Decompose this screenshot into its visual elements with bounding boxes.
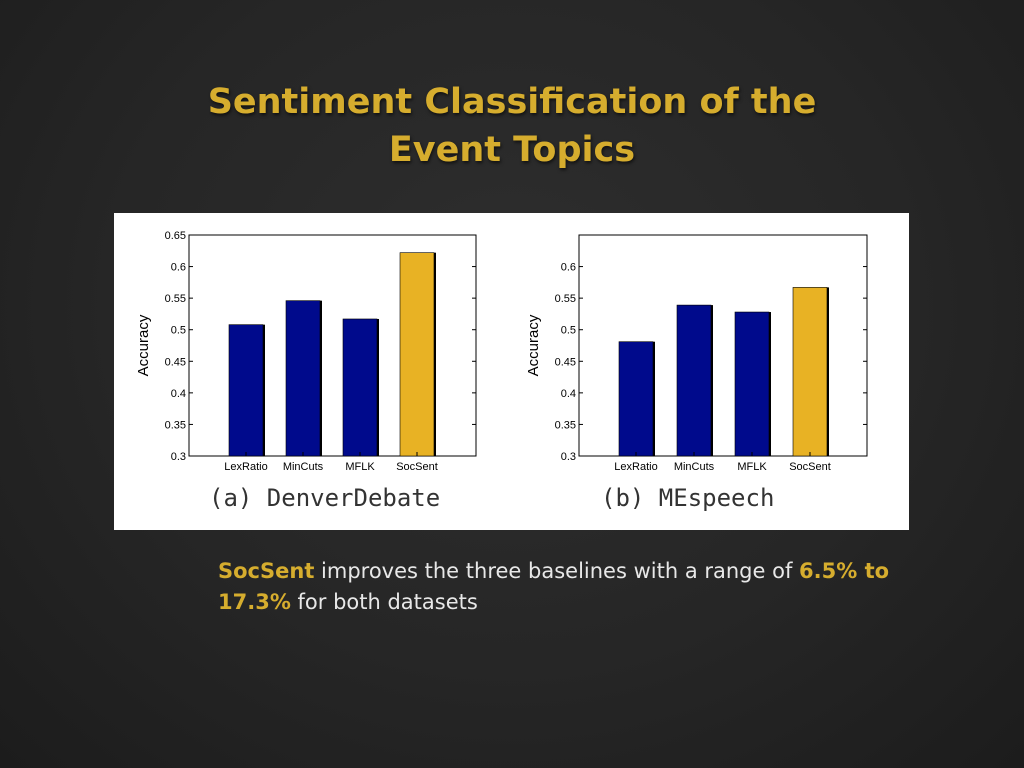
y-axis-label: Accuracy [525,314,542,376]
y-axis-label: Accuracy [135,314,152,376]
summary-range: 6.5% to 17.3% [218,559,890,614]
y-tick-label: 0.55 [555,293,576,305]
bar-mflk [342,318,378,457]
y-tick-label: 0.6 [171,262,186,274]
y-tick-label: 0.5 [171,325,186,337]
bar-lexratio [228,324,264,457]
x-tick-label: LexRatio [224,461,267,473]
y-tick-label: 0.35 [555,419,576,431]
x-tick-label: MinCuts [283,461,324,473]
chart-caption: (a) DenverDebate [209,484,440,512]
y-tick-label: 0.3 [171,451,186,463]
figure-panel: 0.3 0.35 0.4 0.45 0.5 0.55 0.6 0.65 LexRatio MinC… [114,213,909,530]
y-tick-label: 0.3 [561,451,576,463]
bar-socsent [792,287,828,457]
x-tick-label: SocSent [789,461,831,473]
summary-lead: SocSent [218,559,315,583]
chart-mespeech: 0.3 0.35 0.4 0.45 0.5 0.55 0.6 LexRatio MinCuts M… [525,234,868,512]
x-tick-label: MinCuts [674,461,715,473]
y-tick-label: 0.35 [165,419,186,431]
y-tick-label: 0.5 [561,325,576,337]
bar-mflk [734,311,770,457]
y-tick-label: 0.45 [555,356,576,368]
x-tick-label: LexRatio [614,461,657,473]
chart-denverdebate: 0.3 0.35 0.4 0.45 0.5 0.55 0.6 0.65 LexRatio MinC… [135,230,477,512]
chart-caption: (b) MEspeech [601,484,774,512]
slide-title: Sentiment Classification of the Event To… [0,78,1024,174]
slide-title-line-1: Sentiment Classification of the [207,82,817,122]
y-tick-label: 0.4 [171,388,186,400]
bar-mincuts [285,300,321,457]
y-tick-label: 0.55 [165,293,186,305]
x-tick-label: SocSent [396,461,438,473]
slide-title-line-2: Event Topics [388,130,636,170]
x-tick-label: MFLK [345,461,375,473]
y-tick-label: 0.65 [165,230,186,242]
charts-figure: 0.3 0.35 0.4 0.45 0.5 0.55 0.6 0.65 LexRatio MinC… [135,230,868,512]
y-tick-label: 0.4 [561,388,576,400]
bar-lexratio [618,341,654,457]
summary-text-1: improves the three baselines with a rang… [314,559,800,583]
summary-text-2: for both datasets [290,590,478,614]
bar-socsent [399,252,435,457]
y-tick-label: 0.45 [165,356,186,368]
bar-mincuts [676,304,712,457]
x-tick-label: MFLK [737,461,767,473]
summary-text: SocSent improves the three baselines wit… [218,556,918,618]
y-tick-label: 0.6 [561,262,576,274]
